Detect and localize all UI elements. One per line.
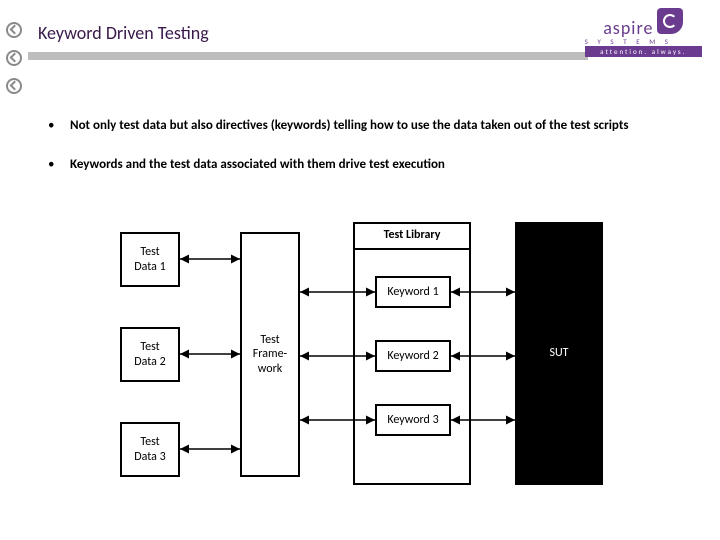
node-label: TestFrame-work — [253, 333, 287, 376]
node-test-data-2: TestData 2 — [120, 327, 180, 382]
page-title: Keyword Driven Testing — [38, 22, 209, 44]
title-divider — [28, 52, 588, 60]
diagram: TestData 1 TestData 2 TestData 3 TestFra… — [110, 222, 610, 507]
nav-home-icon[interactable] — [6, 78, 22, 94]
node-keyword-1: Keyword 1 — [375, 276, 451, 308]
bullet-list: Not only test data but also directives (… — [48, 110, 678, 188]
test-library-divider — [355, 248, 469, 250]
nav-back-icon[interactable] — [6, 50, 22, 66]
node-label: Keyword 1 — [387, 285, 438, 299]
bullet-item: Keywords and the test data associated wi… — [48, 149, 678, 180]
node-keyword-2: Keyword 2 — [375, 340, 451, 372]
nav-prev-icon[interactable] — [6, 22, 22, 38]
node-label: Keyword 2 — [387, 349, 438, 363]
node-label: SUT — [549, 346, 568, 360]
brand-logo: aspire S Y S T E M S attention. always. — [585, 8, 702, 57]
node-label: TestData 2 — [134, 340, 165, 369]
node-test-data-3: TestData 3 — [120, 422, 180, 477]
node-keyword-3: Keyword 3 — [375, 404, 451, 436]
logo-text: aspire — [603, 17, 653, 39]
node-label: Test Library — [384, 228, 441, 242]
logo-subtext-2: attention. always. — [585, 46, 702, 57]
node-sut: SUT — [515, 222, 603, 485]
node-test-data-1: TestData 1 — [120, 232, 180, 287]
logo-mark-icon — [657, 8, 683, 34]
slide: Keyword Driven Testing aspire S Y S T E … — [0, 0, 720, 540]
node-label: TestData 1 — [134, 245, 165, 274]
logo-subtext-1: S Y S T E M S — [585, 37, 702, 46]
bullet-item: Not only test data but also directives (… — [48, 110, 678, 141]
nav-icon-group — [6, 22, 22, 94]
node-label: Keyword 3 — [387, 413, 438, 427]
node-test-framework: TestFrame-work — [240, 232, 300, 477]
node-label: TestData 3 — [134, 435, 165, 464]
